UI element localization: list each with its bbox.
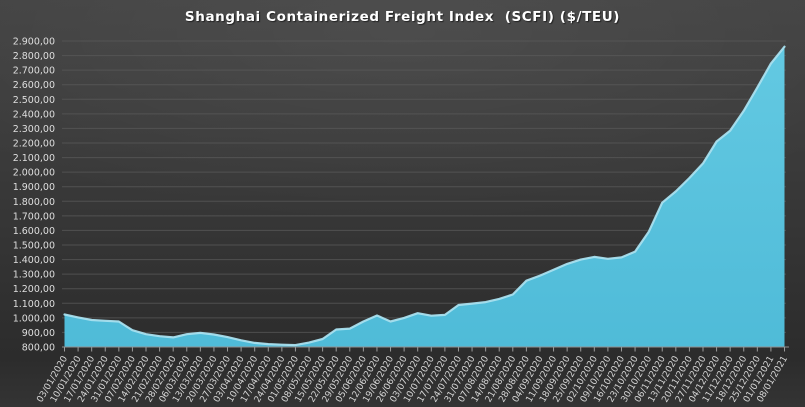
y-axis-tick-label: 1.800,00	[13, 197, 55, 208]
y-axis-tick-label: 1.400,00	[13, 255, 55, 266]
y-axis-tick-label: 2.200,00	[13, 139, 55, 150]
scfi-area-series	[64, 46, 785, 347]
y-axis-tick-label: 1.900,00	[13, 182, 55, 193]
y-axis-tick-label: 900,00	[22, 328, 55, 339]
x-axis-ticks	[64, 347, 785, 352]
y-axis-tick-label: 1.500,00	[13, 241, 55, 252]
y-axis-tick-label: 1.200,00	[13, 284, 55, 295]
y-axis-tick-label: 2.300,00	[13, 124, 55, 135]
y-axis-tick-label: 2.400,00	[13, 109, 55, 120]
y-axis-tick-label: 2.000,00	[13, 168, 55, 179]
scfi-area-edge-line	[63, 45, 786, 347]
y-axis-tick-label: 2.600,00	[13, 80, 55, 91]
y-axis-tick-label: 2.900,00	[13, 37, 55, 48]
y-axis-tick-label: 2.100,00	[13, 153, 55, 164]
y-axis-labels: 800,00 900,00 1.000,00 1.100,00 1.200,00 1.30…	[13, 37, 55, 354]
y-axis-tick-label: 2.800,00	[13, 51, 55, 62]
x-axis-labels: 03/01/202010/01/202017/01/202024/01/2020…	[36, 354, 791, 404]
y-axis-tick-label: 1.000,00	[13, 313, 55, 324]
chart-title: Shanghai Containerized Freight Index (SC…	[184, 9, 621, 25]
y-axis-tick-label: 1.700,00	[13, 211, 55, 222]
y-axis-tick-label: 2.700,00	[13, 66, 55, 77]
y-axis-tick-label: 1.600,00	[13, 226, 55, 237]
y-axis-tick-label: 1.300,00	[13, 270, 55, 281]
y-axis-tick-label: 1.100,00	[13, 299, 55, 310]
y-axis-tick-label: 2.500,00	[13, 95, 55, 106]
y-axis-tick-label: 800,00	[22, 343, 55, 354]
